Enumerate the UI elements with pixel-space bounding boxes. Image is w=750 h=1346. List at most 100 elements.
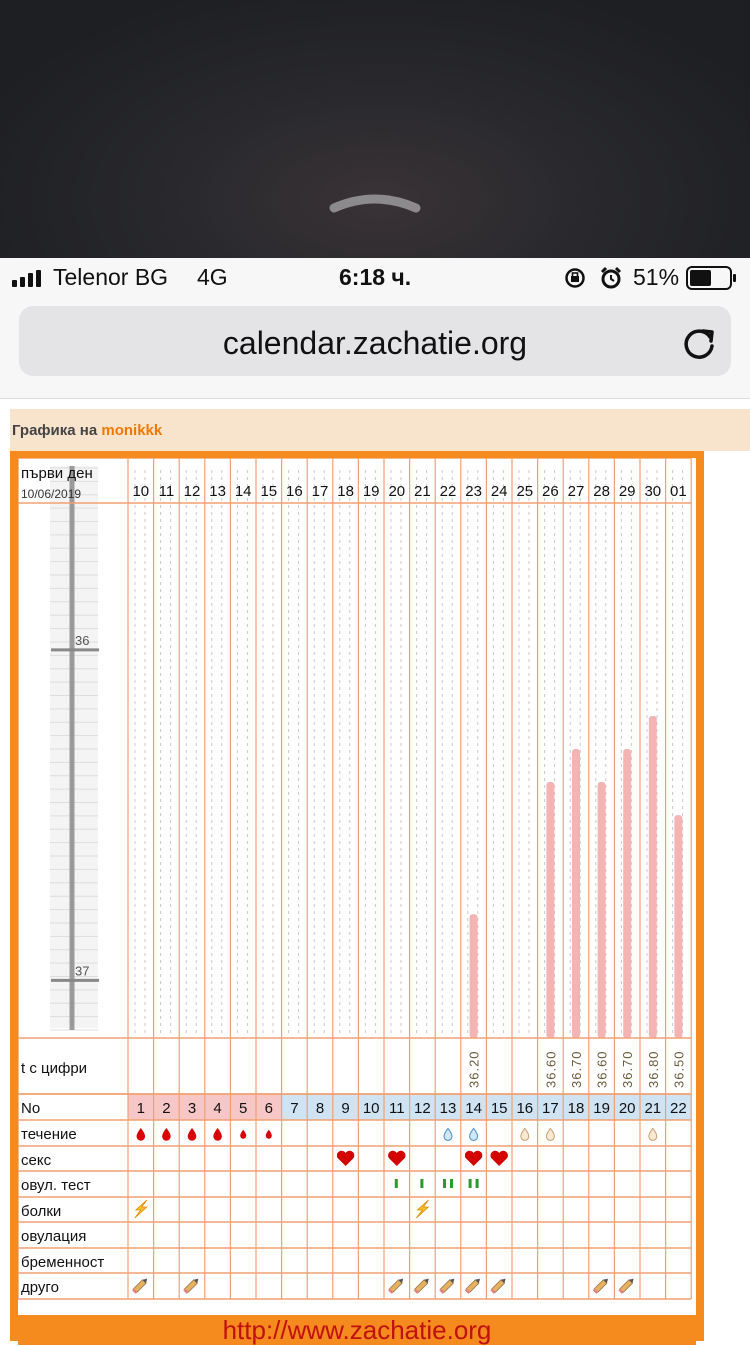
test-line-icon: [394, 1179, 398, 1188]
lightning-icon: [416, 1199, 430, 1219]
title-prefix: Графика на: [12, 422, 102, 439]
alarm-icon: [600, 266, 622, 289]
url-text[interactable]: calendar.zachatie.org: [222, 325, 528, 361]
day-number-cell: [281, 1094, 308, 1120]
reload-icon[interactable]: [679, 322, 719, 362]
temperature-value: 36.20: [467, 1050, 482, 1088]
day-number: 14: [465, 1100, 482, 1117]
heart-icon: [490, 1150, 508, 1166]
row-label: друго: [21, 1279, 59, 1296]
day-number: 17: [542, 1100, 559, 1117]
date-label: 16: [286, 483, 303, 500]
date-label: 15: [260, 483, 277, 500]
previous-screen-dimmed: [0, 0, 750, 258]
day-number-cell: [486, 1094, 512, 1120]
rotation-lock-icon: [565, 268, 585, 288]
day-number-cell: [537, 1094, 564, 1120]
row-label: бременност: [21, 1254, 104, 1271]
temperature-value: 36.50: [671, 1050, 686, 1088]
pencil-icon: [592, 1278, 608, 1294]
carrier-name: Telenor BG: [53, 264, 169, 290]
day-number: 6: [265, 1100, 273, 1117]
day-number: 19: [593, 1100, 610, 1117]
day-number-cell: [230, 1094, 256, 1120]
date-label: 10: [132, 483, 149, 500]
day-number-cell: [435, 1094, 461, 1120]
day-number: 15: [491, 1100, 508, 1117]
date-label: 18: [337, 483, 354, 500]
axis-tick-label: 37: [75, 963, 89, 978]
chevron-up-icon[interactable]: [328, 192, 422, 216]
pencil-icon: [131, 1278, 148, 1294]
day-number-cell: [409, 1094, 436, 1120]
temperature-bar: [623, 749, 632, 1038]
signal-icon: [12, 270, 41, 287]
day-number: 1: [137, 1100, 145, 1117]
pencil-tip: [500, 1278, 506, 1284]
date-label: 13: [209, 483, 226, 500]
day-number-cell: [588, 1094, 615, 1120]
date-label: 01: [670, 483, 687, 500]
temperature-bar: [674, 815, 683, 1038]
day-number-cell: [665, 1094, 692, 1120]
day-number: 21: [644, 1100, 661, 1117]
temperature-value: 36.80: [646, 1050, 661, 1088]
footer-link[interactable]: http://www.zachatie.org: [222, 1315, 492, 1345]
creamy-drop-icon: [545, 1127, 555, 1141]
chart-title: Графика на monikkk: [12, 422, 162, 439]
day-number: 9: [341, 1100, 349, 1117]
pencil-tip: [193, 1278, 199, 1284]
day-number-cell: [563, 1094, 589, 1120]
date-label: 30: [644, 483, 661, 500]
day-number: 12: [414, 1100, 431, 1117]
blood-drop-icon: [187, 1128, 197, 1141]
row-label: болки: [21, 1203, 61, 1220]
battery-icon: [686, 266, 736, 290]
pencil-icon: [439, 1278, 455, 1294]
date-label: 17: [312, 483, 329, 500]
date-label: 29: [619, 483, 636, 500]
day-number: 16: [516, 1100, 533, 1117]
chart-area: 37 36 първи ден 10/06/2019 10 11 12 13 14 15 16 17 1…: [17, 457, 696, 1338]
battery-percent: 51%: [633, 264, 680, 290]
temperature-bar: [648, 715, 657, 1038]
day-number-cell: [384, 1094, 410, 1120]
water-drop-icon: [469, 1127, 479, 1141]
day-number: 18: [568, 1100, 585, 1117]
heart-icon: [388, 1150, 406, 1166]
pencil-tip: [398, 1278, 404, 1284]
pencil-tip: [603, 1278, 608, 1284]
web-page: Графика на monikkk 37 36 първи ден 10/06/20…: [0, 399, 750, 1345]
temperature-bar: [572, 749, 580, 1038]
blood-drop-icon: [240, 1129, 247, 1139]
date-label: 25: [516, 483, 533, 500]
day-number: 2: [162, 1100, 170, 1117]
day-number-cell: [256, 1094, 282, 1120]
date-label: 19: [363, 483, 380, 500]
pencil-tip: [142, 1278, 148, 1284]
creamy-drop-icon: [648, 1127, 658, 1141]
test-line-icon: [468, 1179, 472, 1188]
date-label: 22: [440, 483, 457, 500]
chart-frame: 37 36 първи ден 10/06/2019 10 11 12 13 14 15 16 17 1…: [10, 451, 704, 1341]
day-number: 13: [440, 1100, 457, 1117]
pencil-icon: [413, 1278, 429, 1294]
day-number: 11: [389, 1100, 405, 1117]
pencil-tip: [475, 1278, 480, 1284]
water-drop-icon: [443, 1127, 453, 1141]
pencil-tip: [449, 1278, 455, 1284]
day-number: 22: [670, 1100, 687, 1117]
date-label: 24: [491, 483, 508, 500]
date-label: 26: [542, 483, 559, 500]
day-number: 8: [316, 1100, 324, 1117]
test-line-icon: [450, 1179, 453, 1188]
row-label: No: [21, 1100, 40, 1117]
date-label: 11: [159, 483, 175, 500]
url-field[interactable]: calendar.zachatie.org: [19, 306, 731, 376]
blood-drop-icon: [136, 1128, 146, 1141]
temperature-value: 36.60: [595, 1050, 610, 1088]
status-bar: Telenor BG 4G 6:18 ч. 51%: [0, 258, 750, 298]
day-number-cell: [332, 1094, 359, 1120]
user-link[interactable]: monikkk: [101, 422, 163, 439]
